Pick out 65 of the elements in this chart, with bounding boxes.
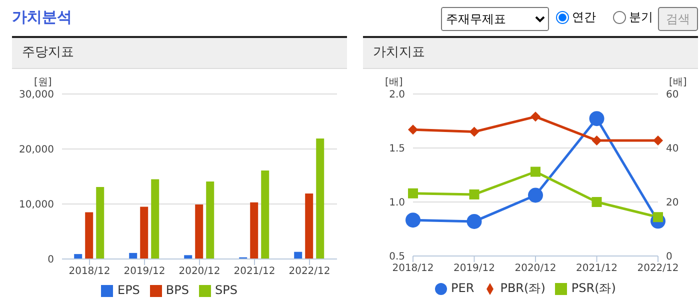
x-tick-label: 2020/12 bbox=[178, 266, 220, 278]
point bbox=[530, 166, 540, 177]
point bbox=[530, 112, 540, 122]
bar bbox=[140, 206, 148, 259]
chart-title: 주당지표 bbox=[12, 36, 347, 69]
point bbox=[466, 214, 482, 229]
point bbox=[592, 135, 602, 146]
x-tick-label: 2018/12 bbox=[68, 266, 110, 278]
x-tick-label: 2018/12 bbox=[392, 263, 434, 274]
bar bbox=[206, 181, 214, 259]
x-tick-label: 2021/12 bbox=[234, 266, 276, 278]
y2-tick-label: 40 bbox=[666, 144, 679, 155]
y2-tick-label: 0 bbox=[666, 252, 672, 263]
chart-title: 가치지표 bbox=[363, 36, 698, 69]
point bbox=[469, 126, 480, 137]
bar bbox=[129, 252, 138, 259]
x-tick-label: 2019/12 bbox=[124, 266, 166, 278]
bar bbox=[74, 254, 82, 259]
x-tick-label: 2021/12 bbox=[576, 263, 618, 274]
bar bbox=[294, 252, 302, 259]
point bbox=[408, 188, 418, 198]
y2-tick-label: 20 bbox=[666, 198, 679, 209]
legend-label: SPS bbox=[215, 283, 238, 297]
y-axis-title: [배] bbox=[385, 76, 403, 89]
x-tick-label: 2019/12 bbox=[453, 263, 496, 274]
legend-label: PBR(좌) bbox=[500, 281, 546, 295]
y-tick-label: 20,000 bbox=[19, 144, 54, 156]
y-tick-label: 30,000 bbox=[19, 90, 54, 101]
bar bbox=[151, 179, 160, 259]
y2-tick-label: 60 bbox=[666, 90, 679, 101]
bar bbox=[261, 170, 270, 259]
legend-label: PER bbox=[451, 281, 474, 295]
bar bbox=[85, 212, 94, 259]
point bbox=[589, 111, 604, 126]
bar bbox=[305, 194, 314, 259]
legend-label: PSR(좌) bbox=[571, 281, 616, 295]
y2-axis-title: [배] bbox=[669, 76, 687, 89]
bar bbox=[250, 202, 258, 259]
text: 가치분석 bbox=[12, 8, 72, 27]
y-tick-label: 0 bbox=[48, 254, 54, 266]
point bbox=[406, 212, 420, 228]
y-axis-title: [원] bbox=[34, 76, 52, 89]
dropdown: 주재무제표 bbox=[441, 7, 549, 31]
x-tick-label: 2022/12 bbox=[637, 263, 679, 274]
text: 연간 bbox=[571, 9, 596, 26]
bar bbox=[316, 138, 324, 259]
point bbox=[469, 189, 480, 200]
y-tick-label: 1.0 bbox=[389, 198, 405, 209]
bar bbox=[184, 255, 192, 259]
point bbox=[653, 135, 663, 146]
y-tick-label: 10,000 bbox=[19, 200, 54, 211]
text: 분기 bbox=[628, 9, 653, 26]
point bbox=[592, 197, 602, 207]
legend-label: EPS bbox=[117, 283, 140, 297]
search-button: 검색 bbox=[658, 7, 698, 31]
x-tick-label: 2022/12 bbox=[288, 266, 330, 278]
y-tick-label: 2.0 bbox=[389, 90, 405, 101]
y-tick-label: 1.5 bbox=[389, 144, 405, 155]
point bbox=[528, 188, 543, 203]
x-tick-label: 2020/12 bbox=[514, 263, 556, 274]
legend-label: BPS bbox=[166, 283, 190, 297]
y-tick-label: 0.5 bbox=[389, 252, 405, 263]
bar bbox=[96, 186, 104, 259]
bar bbox=[195, 204, 204, 259]
point bbox=[408, 124, 418, 135]
